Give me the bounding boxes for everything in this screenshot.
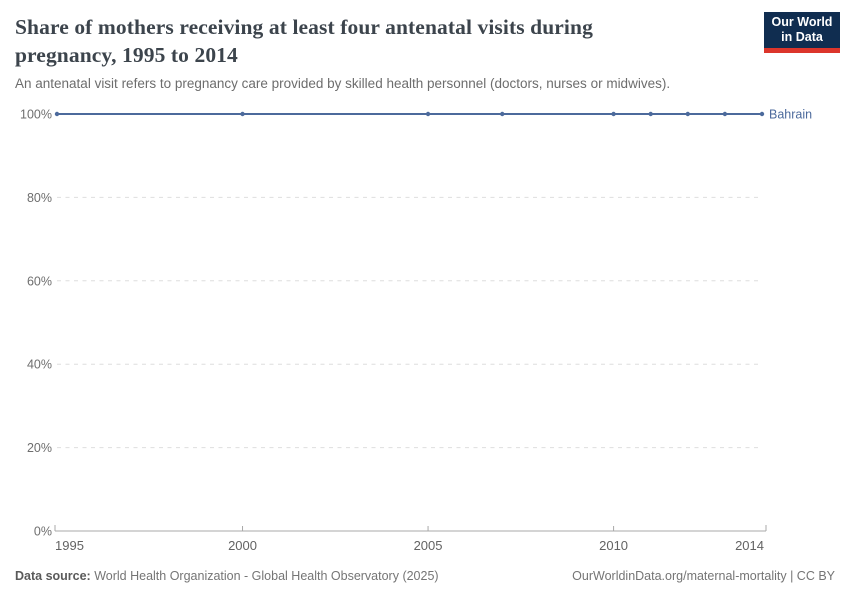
y-tick-label: 0%	[34, 525, 52, 539]
y-tick-label: 20%	[27, 441, 52, 455]
y-tick-label: 100%	[20, 108, 52, 122]
data-point[interactable]	[611, 111, 616, 117]
series-label-Bahrain[interactable]: Bahrain	[769, 108, 812, 122]
data-point[interactable]	[648, 111, 653, 117]
data-point[interactable]	[240, 111, 245, 117]
data-point[interactable]	[759, 111, 765, 117]
y-tick-label: 60%	[27, 274, 52, 288]
chart-subtitle: An antenatal visit refers to pregnancy c…	[15, 76, 671, 91]
y-tick-label: 80%	[27, 191, 52, 205]
data-source-note: Data source: World Health Organization -…	[15, 569, 439, 583]
data-source-value: World Health Organization - Global Healt…	[90, 569, 439, 583]
y-tick-label: 40%	[27, 358, 52, 372]
owid-logo-line2: in Data	[781, 30, 823, 44]
chart-title: Share of mothers receiving at least four…	[15, 15, 593, 67]
data-point[interactable]	[722, 111, 728, 117]
data-point[interactable]	[685, 111, 690, 117]
owid-logo-line1: Our World	[771, 15, 833, 30]
attribution-note[interactable]: OurWorldinData.org/maternal-mortality | …	[572, 569, 835, 583]
data-point[interactable]	[500, 111, 505, 117]
data-source-label: Data source:	[15, 569, 91, 583]
x-tick-label: 1995	[55, 538, 84, 553]
data-point[interactable]	[54, 111, 60, 117]
data-point[interactable]	[425, 111, 431, 117]
chart-footer: Data source: World Health Organization -…	[15, 569, 835, 583]
x-tick-label: 2000	[228, 538, 257, 553]
owid-logo: Our World in Data	[764, 12, 840, 53]
x-tick-label: 2005	[414, 538, 443, 553]
x-tick-label: 2010	[599, 538, 628, 553]
x-tick-label: 2014	[735, 538, 764, 553]
